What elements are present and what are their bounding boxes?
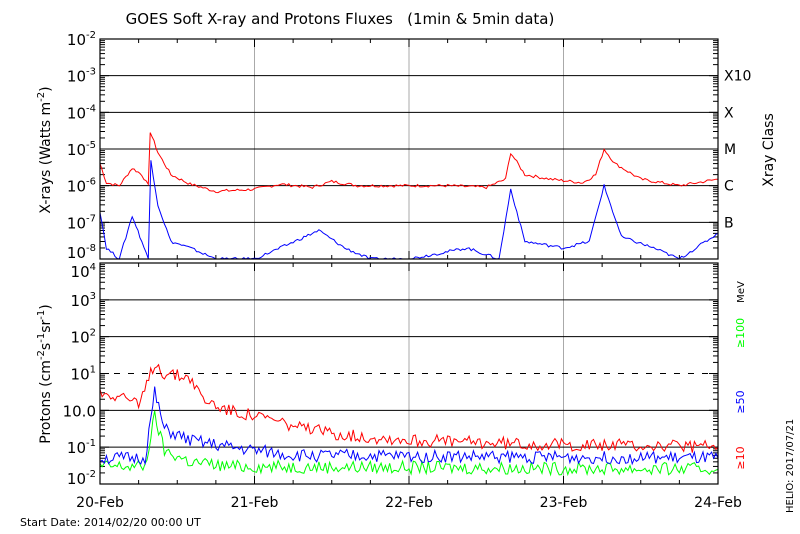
y-tick-label: 10-5 — [67, 140, 96, 159]
y-tick-label: 10-3 — [67, 67, 96, 86]
y-tick-label: 10-6 — [67, 177, 96, 196]
start-date: Start Date: 2014/02/20 00:00 UT — [20, 516, 201, 529]
series-line-50 — [99, 386, 719, 466]
y-tick-label: 10-7 — [67, 213, 96, 232]
xray-axis-label: X-rays (Watts m-2) — [36, 86, 54, 213]
x-tick-label: 22-Feb — [385, 495, 433, 511]
y-tick-label: 10.0 — [63, 402, 96, 420]
xray-class-label: Xray Class — [761, 113, 777, 187]
xray-class-b: B — [724, 215, 734, 231]
proton-axis-label: Protons (cm-2s-1sr-1) — [36, 304, 54, 443]
xray-class-m: M — [724, 142, 736, 158]
mev-label: MeV — [736, 281, 747, 303]
y-tick-label: 104 — [71, 262, 96, 281]
legend-proton-50: ≥50 — [734, 390, 747, 413]
series-line-10 — [99, 363, 719, 453]
xray-class-x: X — [724, 105, 734, 121]
y-tick-label: 10-8 — [67, 243, 96, 262]
y-tick-label: 103 — [71, 291, 96, 310]
chart-title: GOES Soft X-ray and Protons Fluxes (1min… — [126, 10, 555, 28]
x-tick-label: 23-Feb — [540, 495, 588, 511]
plot-frame — [99, 38, 719, 260]
x-tick-label: 24-Feb — [694, 495, 742, 511]
y-tick-label: 10-2 — [67, 30, 96, 49]
plot-frame — [99, 262, 719, 485]
xray-class-x10: X10 — [724, 69, 751, 85]
y-tick-label: 10-4 — [67, 103, 96, 122]
legend-proton-10: ≥10 — [734, 446, 747, 469]
series-line-100 — [99, 410, 719, 477]
y-tick-label: 102 — [71, 328, 96, 347]
series-line-Xraylong — [99, 132, 718, 194]
credit-label: HELIO: 2017/07/21 — [785, 419, 796, 513]
y-tick-label: 10-2 — [67, 469, 96, 488]
y-tick-label: 101 — [71, 365, 96, 384]
xray-class-c: C — [724, 179, 734, 195]
y-tick-label: 10-1 — [67, 438, 96, 457]
x-tick-label: 21-Feb — [231, 495, 279, 511]
x-tick-label: 20-Feb — [76, 495, 124, 511]
legend-proton-100: ≥100 — [734, 318, 747, 348]
